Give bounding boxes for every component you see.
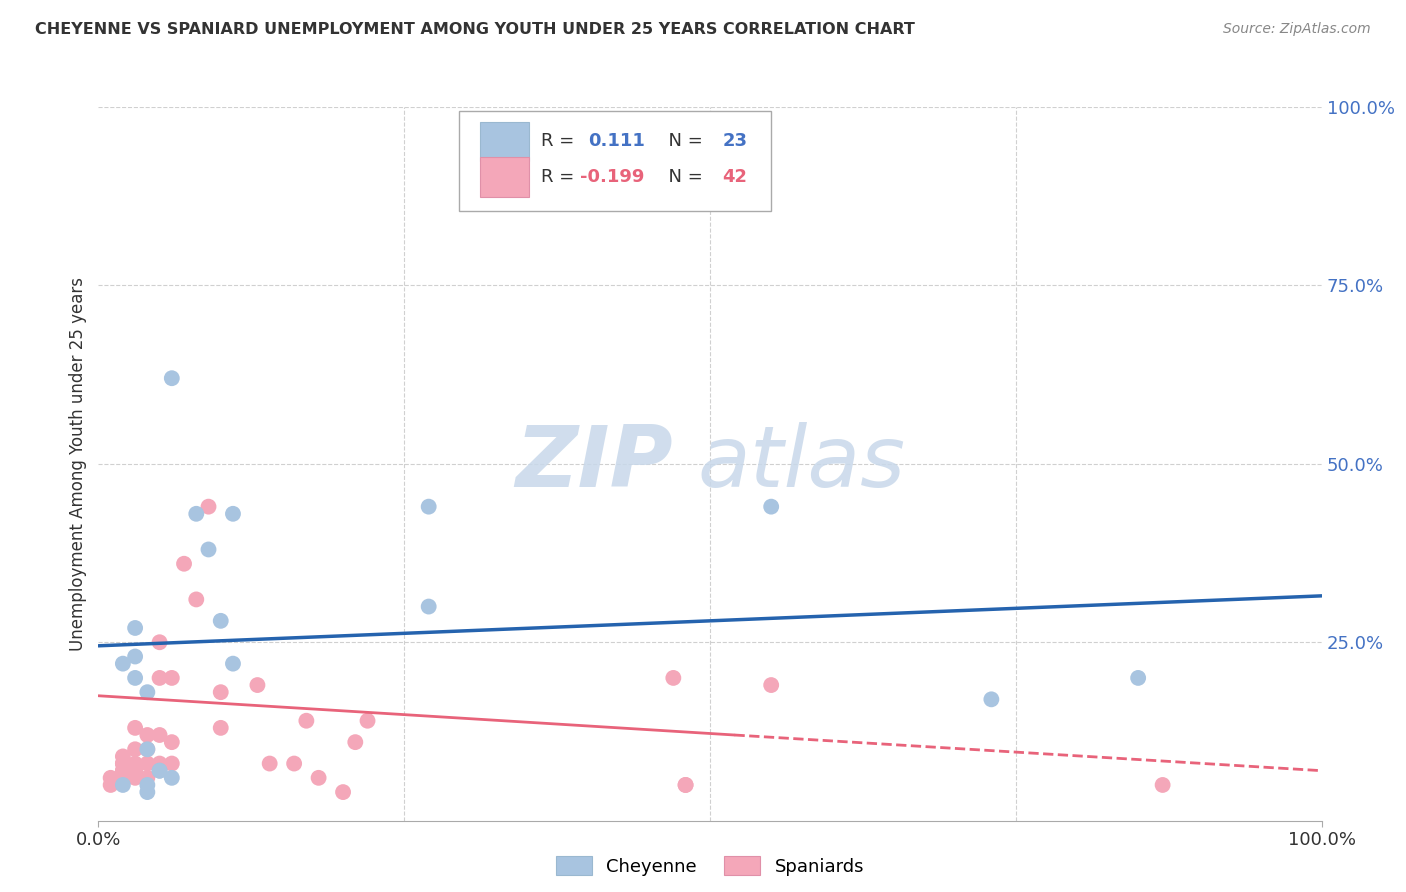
Text: 0.111: 0.111 (588, 132, 644, 150)
Point (136, 685, 159, 699)
Point (124, 742, 146, 756)
Y-axis label: Unemployment Among Youth under 25 years: Unemployment Among Youth under 25 years (69, 277, 87, 651)
Point (136, 785, 159, 799)
Text: R =: R = (541, 168, 581, 186)
Point (160, 671, 183, 685)
Point (136, 742, 159, 756)
Point (124, 649, 146, 664)
Point (111, 756, 134, 771)
Text: 23: 23 (723, 132, 747, 150)
Point (418, 500, 440, 514)
Point (160, 756, 183, 771)
Bar (479, 157, 529, 196)
Point (149, 671, 172, 685)
Text: N =: N = (658, 168, 709, 186)
Point (186, 507, 208, 521)
Point (149, 764, 172, 778)
Point (160, 771, 183, 785)
Point (149, 756, 172, 771)
Text: ZIP: ZIP (516, 422, 673, 506)
Point (761, 500, 783, 514)
Point (124, 764, 146, 778)
Point (980, 692, 1002, 706)
Point (197, 542, 219, 557)
Text: Source: ZipAtlas.com: Source: ZipAtlas.com (1223, 22, 1371, 37)
Point (100, 778, 122, 792)
Point (308, 771, 330, 785)
Point (149, 728, 172, 742)
Point (111, 771, 134, 785)
Text: 42: 42 (723, 168, 747, 186)
Point (149, 764, 172, 778)
Point (111, 749, 134, 764)
Point (136, 778, 159, 792)
Point (173, 557, 195, 571)
Point (111, 756, 134, 771)
Point (209, 721, 232, 735)
Point (209, 685, 232, 699)
Point (149, 635, 172, 649)
Point (111, 657, 134, 671)
Text: R =: R = (541, 132, 586, 150)
FancyBboxPatch shape (460, 111, 772, 211)
Point (283, 756, 305, 771)
Point (124, 721, 146, 735)
Point (136, 771, 159, 785)
Point (356, 714, 378, 728)
Point (259, 756, 281, 771)
Point (136, 728, 159, 742)
Point (136, 742, 159, 756)
Point (675, 778, 697, 792)
Point (222, 507, 245, 521)
Text: -0.199: -0.199 (581, 168, 645, 186)
Point (295, 714, 318, 728)
Point (332, 785, 354, 799)
Point (209, 614, 232, 628)
Point (136, 756, 159, 771)
Point (246, 678, 269, 692)
Point (124, 671, 146, 685)
Point (124, 771, 146, 785)
Point (100, 771, 122, 785)
Point (160, 371, 183, 385)
Point (111, 764, 134, 778)
Point (662, 671, 685, 685)
Legend: Cheyenne, Spaniards: Cheyenne, Spaniards (548, 849, 872, 883)
Bar (479, 121, 529, 161)
Point (1152, 778, 1174, 792)
Point (124, 756, 146, 771)
Text: atlas: atlas (697, 422, 905, 506)
Point (675, 778, 697, 792)
Point (111, 764, 134, 778)
Point (197, 500, 219, 514)
Point (1128, 671, 1150, 685)
Point (344, 735, 367, 749)
Point (761, 678, 783, 692)
Point (111, 778, 134, 792)
Point (186, 592, 208, 607)
Point (222, 657, 245, 671)
Text: CHEYENNE VS SPANIARD UNEMPLOYMENT AMONG YOUTH UNDER 25 YEARS CORRELATION CHART: CHEYENNE VS SPANIARD UNEMPLOYMENT AMONG … (35, 22, 915, 37)
Text: N =: N = (658, 132, 709, 150)
Point (160, 735, 183, 749)
Point (124, 621, 146, 635)
Point (418, 599, 440, 614)
